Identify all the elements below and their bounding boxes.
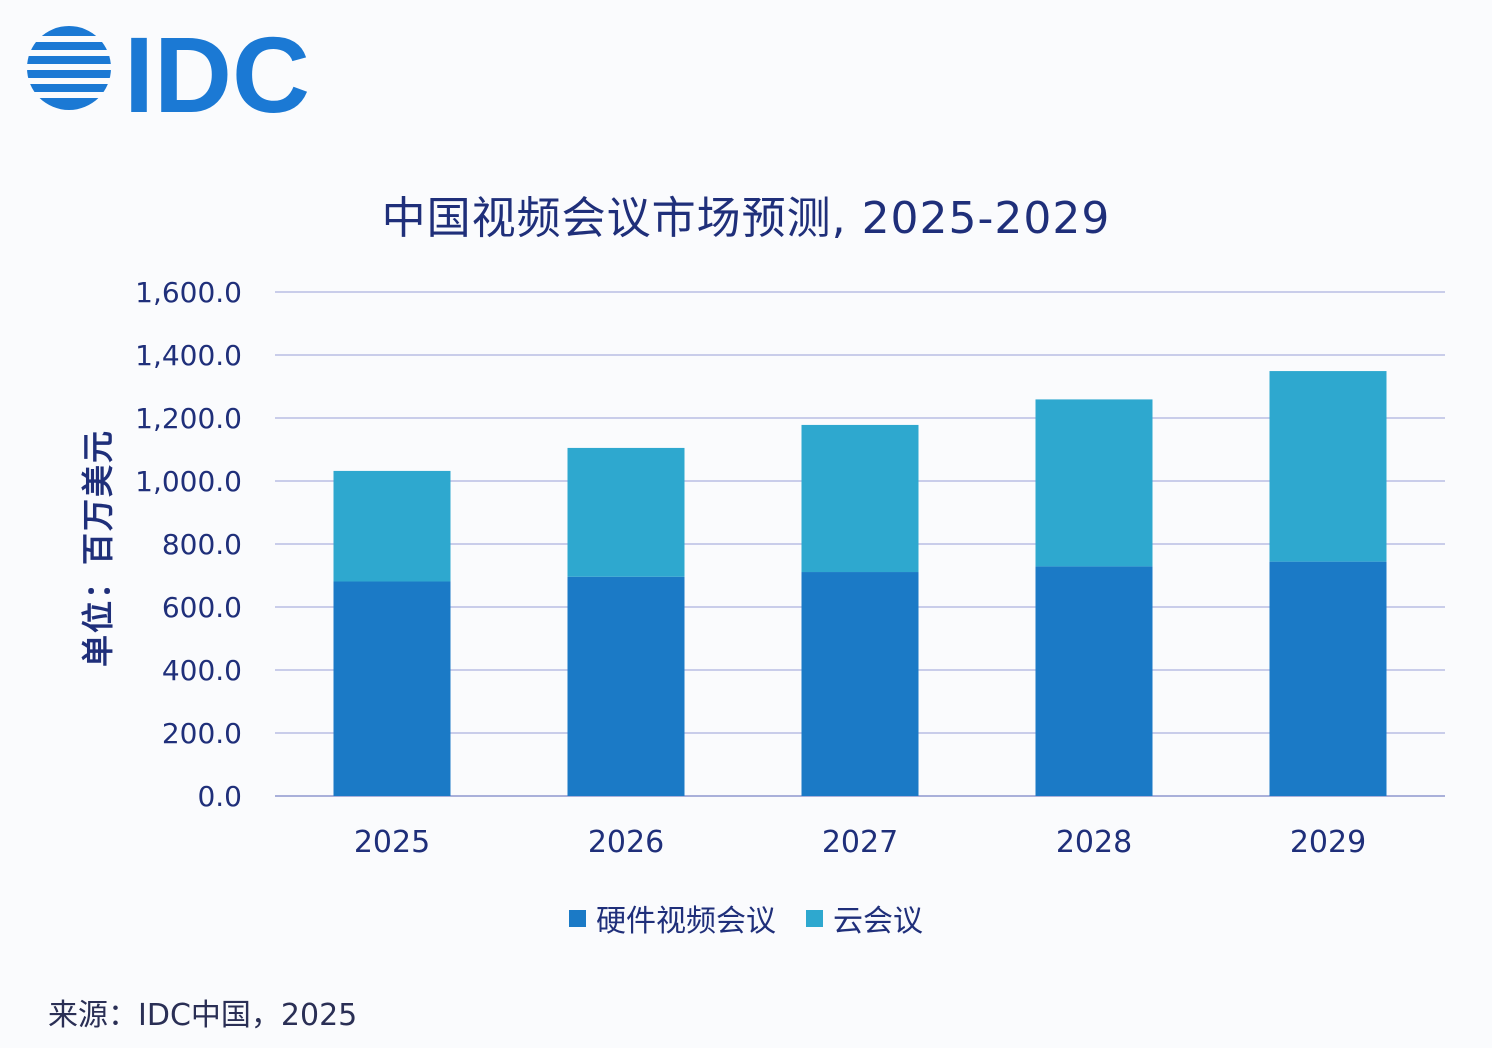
logo-text: IDC <box>124 14 310 124</box>
y-tick-label: 800.0 <box>162 528 242 561</box>
legend-swatch-hardware <box>569 909 586 927</box>
y-tick-label: 1,000.0 <box>135 465 242 498</box>
y-tick-label: 1,600.0 <box>135 276 242 309</box>
x-tick-label: 2028 <box>1056 825 1132 860</box>
globe-icon <box>24 26 116 110</box>
bar-hardware <box>801 572 919 796</box>
bar-hardware <box>567 576 685 796</box>
bar-chart: 0.0 200.0 400.0 600.0 800.0 1,000.0 1,200.0 1,4… <box>135 276 1445 860</box>
bar-hardware <box>1269 561 1387 796</box>
bar-hardware <box>1035 566 1153 796</box>
source-note: 来源：IDC中国，2025 <box>48 998 358 1033</box>
x-tick-label: 2025 <box>354 825 430 860</box>
chart-title: 中国视频会议市场预测, 2025-2029 <box>381 193 1111 244</box>
idc-logo: IDC <box>24 14 310 124</box>
y-tick-label: 200.0 <box>162 717 242 750</box>
y-tick-label: 0.0 <box>197 780 242 813</box>
legend-label-cloud: 云会议 <box>833 904 923 939</box>
x-tick-label: 2026 <box>588 825 664 860</box>
legend-swatch-cloud <box>806 909 823 927</box>
bar-cloud <box>801 424 919 573</box>
bar-hardware <box>333 581 451 796</box>
x-tick-label: 2027 <box>822 825 898 860</box>
x-tick-label: 2029 <box>1290 825 1366 860</box>
legend-item-cloud: 云会议 <box>806 896 923 940</box>
y-tick-label: 400.0 <box>162 654 242 687</box>
legend-item-hardware: 硬件视频会议 <box>569 896 776 940</box>
bar-cloud <box>567 447 685 577</box>
legend: 硬件视频会议 云会议 <box>0 896 1492 940</box>
bar-cloud <box>333 470 451 582</box>
bar-cloud <box>1035 399 1153 567</box>
bar-cloud <box>1269 371 1387 562</box>
y-tick-label: 600.0 <box>162 591 242 624</box>
legend-label-hardware: 硬件视频会议 <box>596 904 776 939</box>
y-tick-label: 1,400.0 <box>135 339 242 372</box>
y-tick-label: 1,200.0 <box>135 402 242 435</box>
